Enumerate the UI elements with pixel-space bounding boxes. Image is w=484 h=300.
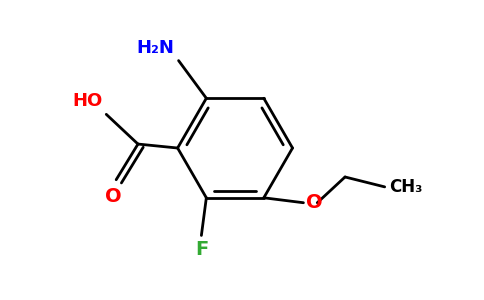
Text: CH₃: CH₃ xyxy=(389,178,422,196)
Text: O: O xyxy=(105,187,121,206)
Text: HO: HO xyxy=(72,92,102,110)
Text: F: F xyxy=(195,240,208,260)
Text: O: O xyxy=(306,193,323,212)
Text: H₂N: H₂N xyxy=(137,39,175,57)
